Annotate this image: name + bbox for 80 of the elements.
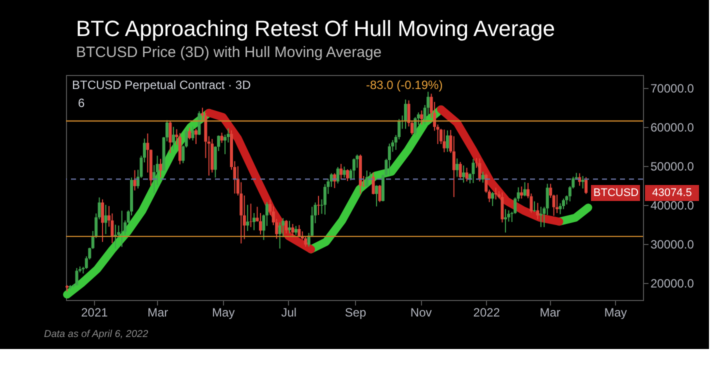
text: Data as of April 6, 2022	[44, 329, 149, 340]
candlestick	[133, 170, 136, 191]
candlestick	[375, 184, 378, 207]
candlestick	[556, 194, 559, 214]
candlestick	[252, 212, 256, 231]
candlestick	[378, 184, 382, 203]
candlestick	[101, 198, 104, 242]
candlestick	[388, 143, 391, 176]
candlestick	[172, 126, 175, 150]
y-tick-label: 40000.0	[650, 198, 694, 212]
x-tick-label: Mar	[540, 306, 560, 320]
candlestick	[198, 110, 201, 136]
candlestick	[159, 158, 162, 178]
candlestick	[178, 132, 182, 165]
text: 43074.5	[652, 187, 692, 199]
candlestick	[365, 170, 368, 188]
candlestick	[414, 116, 417, 136]
candlestick	[288, 220, 291, 234]
candlestick	[581, 175, 584, 189]
candlestick	[220, 132, 224, 144]
annotation: 6	[78, 96, 85, 110]
candlestick	[420, 110, 424, 126]
candlestick	[491, 191, 494, 207]
x-tick-label: Mar	[147, 306, 168, 320]
candlestick	[291, 223, 294, 236]
y-tick-label: 70000.0	[650, 81, 694, 96]
candlestick	[536, 202, 540, 220]
candlestick	[194, 128, 198, 145]
candlestick	[191, 126, 194, 142]
candlestick	[462, 164, 466, 184]
candlestick	[458, 161, 462, 179]
candlestick	[442, 129, 446, 153]
annotation: -83.0 (-0.19%)	[366, 78, 443, 92]
candlestick	[336, 166, 340, 184]
x-tick-label: 2021	[81, 306, 108, 320]
candlestick	[352, 158, 356, 180]
candlestick	[446, 130, 449, 152]
candlestick	[478, 158, 482, 182]
candlestick	[342, 166, 346, 178]
candlestick	[104, 204, 108, 235]
candlestick	[500, 192, 504, 223]
candlestick	[304, 236, 308, 248]
candlestick	[456, 158, 459, 178]
candlestick	[188, 127, 192, 140]
chart-subtitle: BTCUSD Price (3D) with Hull Moving Average	[76, 44, 382, 61]
candlestick	[168, 120, 172, 154]
y-tick-label: 30000.0	[650, 237, 694, 252]
x-tick-label: 2022	[473, 306, 500, 320]
candlestick	[523, 182, 526, 197]
candlestick	[539, 206, 542, 228]
candlestick	[246, 204, 250, 232]
candlestick	[75, 268, 78, 286]
x-tick-label: Nov	[410, 306, 432, 320]
annotation: BTCUSD	[593, 187, 639, 199]
candlestick	[404, 99, 408, 130]
x-tick-label: May	[604, 306, 627, 320]
y-tick-label: 20000.0	[650, 276, 694, 290]
candlestick	[346, 168, 350, 182]
candlestick	[520, 186, 524, 200]
x-tick-label: May	[212, 306, 235, 320]
candlestick	[504, 208, 507, 234]
annotation: BTCUSD Perpetual Contract · 3D	[72, 78, 252, 92]
candlestick	[472, 158, 475, 184]
candlestick	[340, 163, 343, 180]
y-tick-label: 60000.0	[650, 120, 694, 134]
candlestick	[562, 198, 565, 210]
candlestick	[465, 167, 468, 182]
chart-title: BTC Approaching Retest Of Hull Moving Average	[76, 16, 555, 41]
candlestick	[284, 220, 288, 234]
candlestick	[578, 172, 582, 186]
candlestick	[494, 187, 498, 200]
candlestick	[558, 202, 562, 215]
x-tick-label: Sep	[344, 306, 367, 320]
y-tick-label: 50000.0	[650, 159, 694, 174]
candlestick	[584, 176, 588, 194]
candlestick	[481, 171, 484, 184]
candlestick	[249, 203, 252, 228]
candlestick	[372, 172, 375, 195]
x-tick-label: Jul	[281, 306, 297, 320]
candlestick	[278, 222, 282, 250]
